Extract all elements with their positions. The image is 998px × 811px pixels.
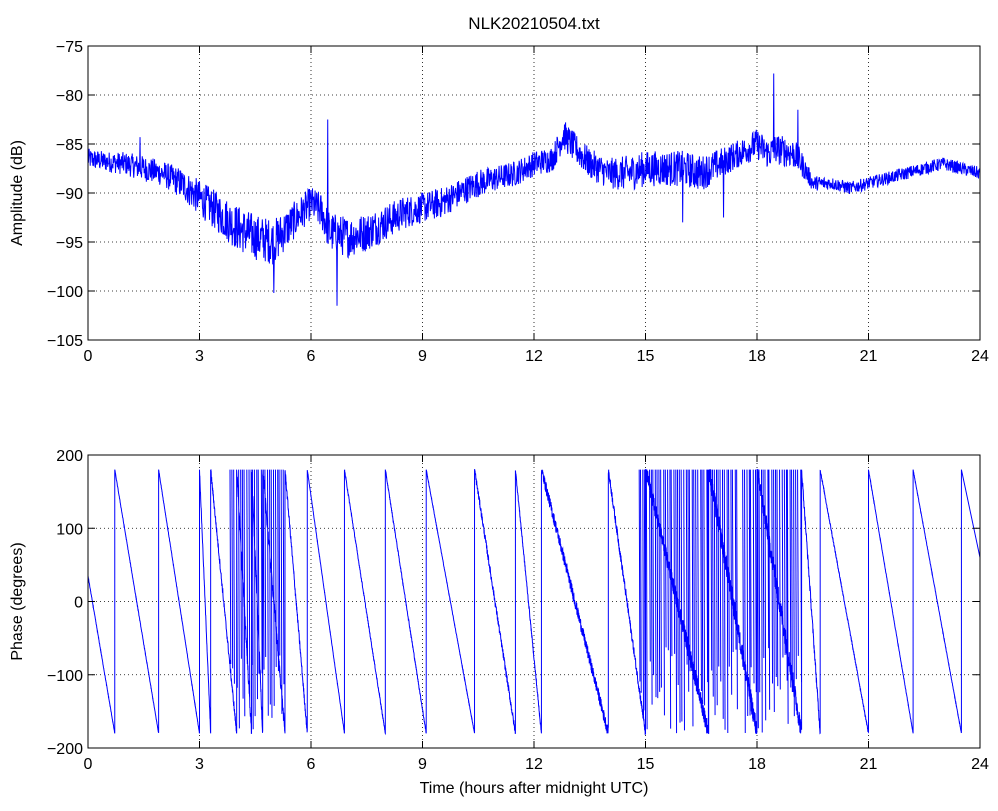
y-axis-label: Amplitude (dB) <box>9 140 26 246</box>
x-tick-label: 15 <box>637 756 655 773</box>
x-tick-label: 9 <box>418 348 427 365</box>
y-tick-label: 200 <box>56 448 83 465</box>
x-tick-label: 3 <box>195 756 204 773</box>
data-trace-amplitude <box>88 73 980 306</box>
x-tick-label: 0 <box>84 756 93 773</box>
y-tick-label: −85 <box>56 137 83 154</box>
y-tick-label: −80 <box>56 88 83 105</box>
x-tick-label: 0 <box>84 348 93 365</box>
y-axis-label: Phase (degrees) <box>9 542 26 660</box>
y-tick-label: −100 <box>47 284 83 301</box>
x-axis-label: Time (hours after midnight UTC) <box>420 780 649 797</box>
x-tick-label: 9 <box>418 756 427 773</box>
figure-title: NLK20210504.txt <box>468 14 600 33</box>
y-tick-label: −75 <box>56 39 83 56</box>
x-tick-label: 21 <box>860 756 878 773</box>
y-tick-label: −90 <box>56 186 83 203</box>
x-tick-label: 18 <box>748 756 766 773</box>
x-tick-label: 12 <box>525 756 543 773</box>
y-tick-label: 100 <box>56 521 83 538</box>
x-tick-label: 3 <box>195 348 204 365</box>
x-tick-label: 24 <box>971 756 989 773</box>
x-tick-label: 6 <box>307 348 316 365</box>
x-tick-label: 21 <box>860 348 878 365</box>
x-tick-label: 18 <box>748 348 766 365</box>
x-tick-label: 15 <box>637 348 655 365</box>
y-tick-label: −100 <box>47 668 83 685</box>
y-tick-label: 0 <box>74 595 83 612</box>
phase-panel: 0 3 6 9 12 15 18 21 24 200 100 0 −100 −200 Phase (degr… <box>9 448 989 797</box>
data-trace-phase <box>88 468 980 736</box>
amplitude-panel: 0 3 6 9 12 15 18 21 24 −75 −80 −85 −90 −95 −100 −105 Amp… <box>9 39 989 365</box>
x-tick-label: 24 <box>971 348 989 365</box>
x-tick-label: 6 <box>307 756 316 773</box>
y-tick-label: −105 <box>47 333 83 350</box>
y-tick-label: −95 <box>56 235 83 252</box>
y-tick-label: −200 <box>47 741 83 758</box>
x-tick-label: 12 <box>525 348 543 365</box>
